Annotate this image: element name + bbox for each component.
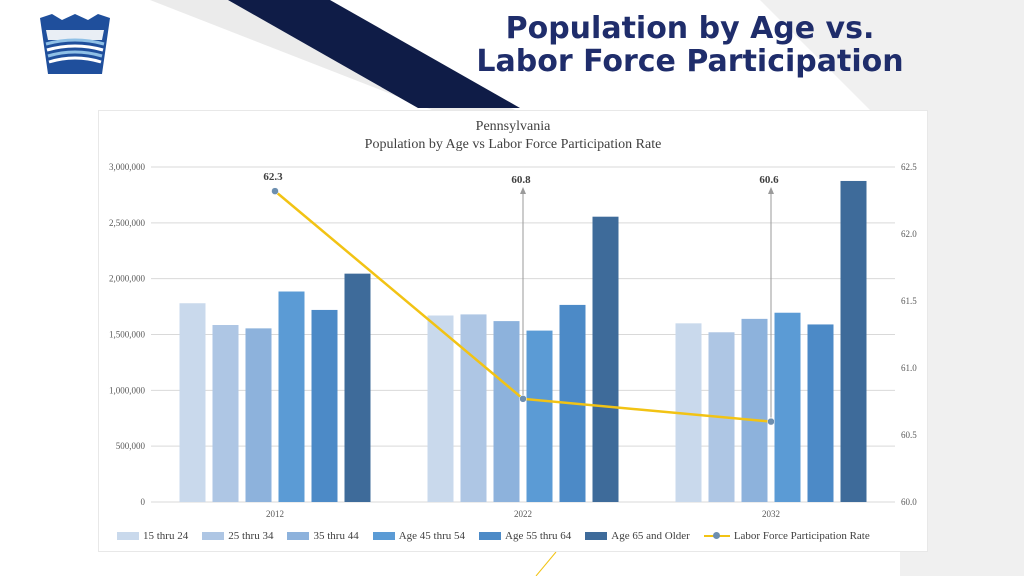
legend-item: 35 thru 44: [287, 530, 359, 542]
y-tick-label: 2,500,000: [109, 218, 146, 228]
bar: [807, 324, 834, 502]
y2-tick-label: 62.5: [901, 162, 917, 172]
slide-title: Population by Age vs. Labor Force Partic…: [470, 12, 910, 78]
bar: [179, 303, 206, 502]
y-tick-label: 1,000,000: [109, 385, 146, 395]
x-tick-label: 2012: [266, 509, 284, 519]
y-tick-label: 3,000,000: [109, 162, 146, 172]
legend-label: Age 55 thru 64: [505, 530, 572, 542]
legend-label: Labor Force Participation Rate: [733, 530, 870, 542]
legend-swatch: [585, 532, 608, 540]
background-gray-panel: [760, 0, 1024, 576]
label-leader-arrow: [520, 187, 526, 194]
slide-title-line2: Labor Force Participation: [476, 44, 904, 79]
legend-label: Age 65 and Older: [611, 530, 690, 542]
line-data-label: 60.8: [511, 174, 531, 186]
chart-panel: Pennsylvania Population by Age vs Labor …: [98, 110, 928, 552]
y-tick-label: 1,500,000: [109, 330, 146, 340]
legend-item: Age 65 and Older: [585, 530, 690, 542]
bar: [840, 180, 867, 502]
combo-chart: 3,000,000 2,500,000 2,000,000 1,500,000 1,00…: [109, 162, 917, 519]
chart-legend: 15 thru 24 25 thru 34 35 thru 44 Age 45 thr…: [117, 527, 917, 545]
y2-tick-label: 61.0: [901, 363, 917, 373]
legend-item: 15 thru 24: [117, 530, 188, 542]
y-tick-label: 500,000: [116, 441, 146, 451]
bar: [245, 328, 272, 502]
legend-label: 25 thru 34: [228, 530, 274, 542]
line-marker: [767, 417, 775, 426]
background-dark-band: [228, 0, 520, 108]
line-data-label: 60.6: [759, 174, 779, 186]
background-accent-line: [535, 551, 557, 576]
bar: [493, 321, 520, 502]
legend-label: 15 thru 24: [143, 530, 189, 542]
legend-swatch: [372, 532, 395, 540]
bar: [212, 325, 239, 502]
legend-swatch: [479, 532, 501, 540]
y-tick-label: 2,000,000: [109, 274, 146, 284]
legend-swatch: [117, 532, 139, 540]
line-marker: [271, 187, 279, 195]
legend-item: Age 45 thru 54: [372, 530, 465, 542]
legend-swatch: [287, 532, 310, 540]
legend-item-line: Labor Force Participation Rate: [703, 530, 870, 542]
bar: [526, 330, 553, 502]
y2-tick-label: 61.5: [901, 296, 917, 306]
line-data-label: 62.3: [263, 171, 283, 183]
y-tick-label: 0: [141, 497, 146, 507]
legend-item: Age 55 thru 64: [479, 530, 571, 542]
bar: [592, 216, 619, 503]
x-tick-label: 2022: [514, 509, 532, 519]
y2-tick-label: 60.5: [901, 430, 917, 440]
legend-swatch: [202, 532, 225, 540]
legend-item: 25 thru 34: [202, 530, 273, 542]
y2-tick-label: 62.0: [901, 229, 917, 239]
bar: [278, 291, 305, 502]
bar: [741, 318, 768, 502]
legend-line-swatch: [703, 532, 730, 540]
legend-label: 35 thru 44: [313, 530, 359, 542]
x-tick-label: 2032: [762, 509, 780, 519]
bar: [774, 312, 801, 502]
slide-title-line1: Population by Age vs.: [505, 11, 875, 46]
bar: [460, 314, 487, 502]
bar: [344, 273, 371, 502]
chart-title: Pennsylvania: [475, 119, 551, 134]
legend-label: Age 45 thru 54: [398, 530, 465, 542]
line-marker: [519, 395, 527, 403]
chart-subtitle: Population by Age vs Labor Force Partici…: [364, 137, 662, 152]
bar: [427, 315, 454, 502]
keystone-logo-icon: [40, 14, 110, 74]
bar: [311, 309, 338, 502]
y2-tick-label: 60.0: [901, 497, 917, 507]
label-leader-arrow: [768, 187, 774, 194]
